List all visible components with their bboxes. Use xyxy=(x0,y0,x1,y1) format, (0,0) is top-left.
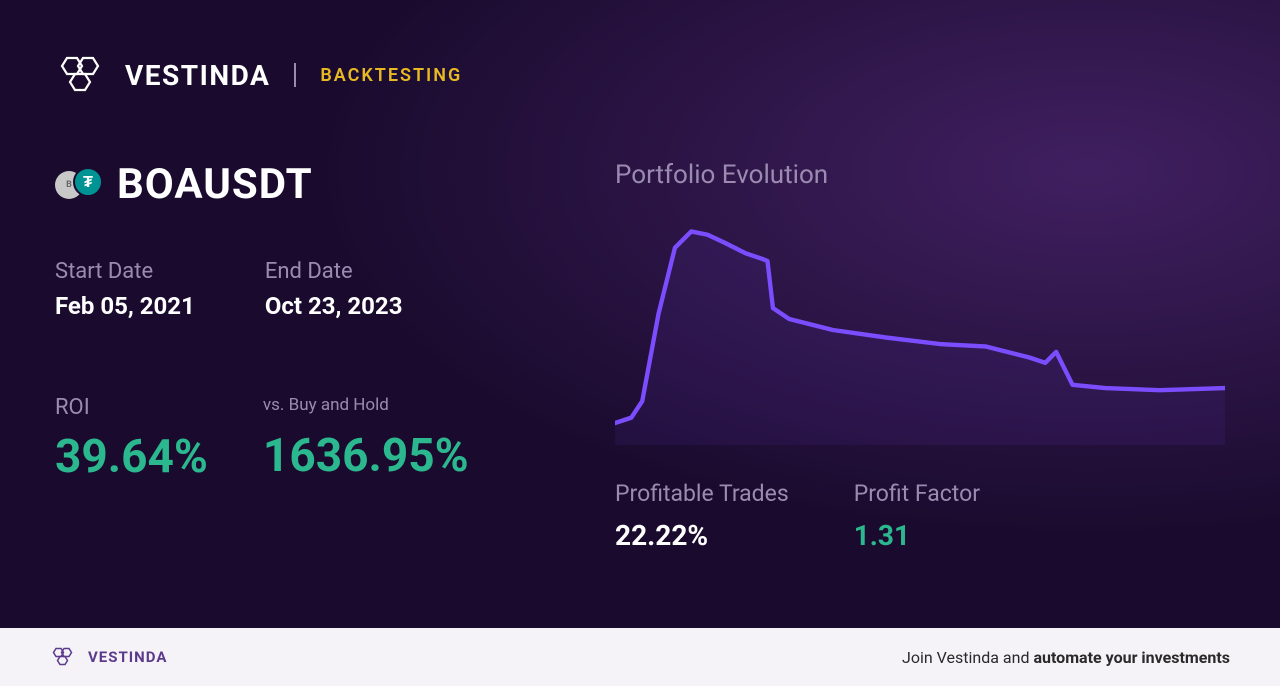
vestinda-logo-icon xyxy=(55,50,115,100)
coin-pair-icons: B ₮ xyxy=(55,167,103,203)
profit-factor-value: 1.31 xyxy=(854,519,980,552)
pair-header: B ₮ BOAUSDT xyxy=(55,160,555,209)
start-date-label: Start Date xyxy=(55,259,195,284)
portfolio-chart xyxy=(615,215,1225,445)
footer: VESTINDA Join Vestinda and automate your… xyxy=(0,628,1280,686)
end-date-value: Oct 23, 2023 xyxy=(265,292,403,320)
profitable-trades-label: Profitable Trades xyxy=(615,480,789,507)
header-divider xyxy=(294,63,296,87)
roi-label: ROI xyxy=(55,395,208,420)
end-date-label: End Date xyxy=(265,259,403,284)
footer-cta-bold: automate your investments xyxy=(1033,648,1230,667)
roi-metric: ROI 39.64% xyxy=(55,395,208,484)
start-date-block: Start Date Feb 05, 2021 xyxy=(55,259,195,320)
profit-factor-label: Profit Factor xyxy=(854,480,980,507)
vs-buyhold-metric: vs. Buy and Hold 1636.95% xyxy=(263,395,469,484)
brand-logo[interactable]: VESTINDA xyxy=(55,50,270,100)
footer-logo[interactable]: VESTINDA xyxy=(50,644,167,670)
coin-front-icon: ₮ xyxy=(73,167,103,197)
profitable-trades-metric: Profitable Trades 22.22% xyxy=(615,480,789,552)
page-label: BACKTESTING xyxy=(320,65,462,86)
pair-symbol: BOAUSDT xyxy=(117,160,313,209)
vs-buyhold-value: 1636.95% xyxy=(263,429,469,483)
footer-brand-name: VESTINDA xyxy=(88,648,167,666)
chart-title: Portfolio Evolution xyxy=(615,160,1225,190)
end-date-block: End Date Oct 23, 2023 xyxy=(265,259,403,320)
vestinda-footer-logo-icon xyxy=(50,644,80,670)
vs-buyhold-label: vs. Buy and Hold xyxy=(263,395,469,415)
brand-name: VESTINDA xyxy=(125,59,270,92)
roi-value: 39.64% xyxy=(55,430,208,484)
profitable-trades-value: 22.22% xyxy=(615,519,789,552)
start-date-value: Feb 05, 2021 xyxy=(55,292,195,320)
page-header: VESTINDA BACKTESTING xyxy=(55,50,1225,100)
profit-factor-metric: Profit Factor 1.31 xyxy=(854,480,980,552)
footer-cta-prefix: Join Vestinda and xyxy=(902,648,1033,667)
footer-cta[interactable]: Join Vestinda and automate your investme… xyxy=(902,648,1230,667)
